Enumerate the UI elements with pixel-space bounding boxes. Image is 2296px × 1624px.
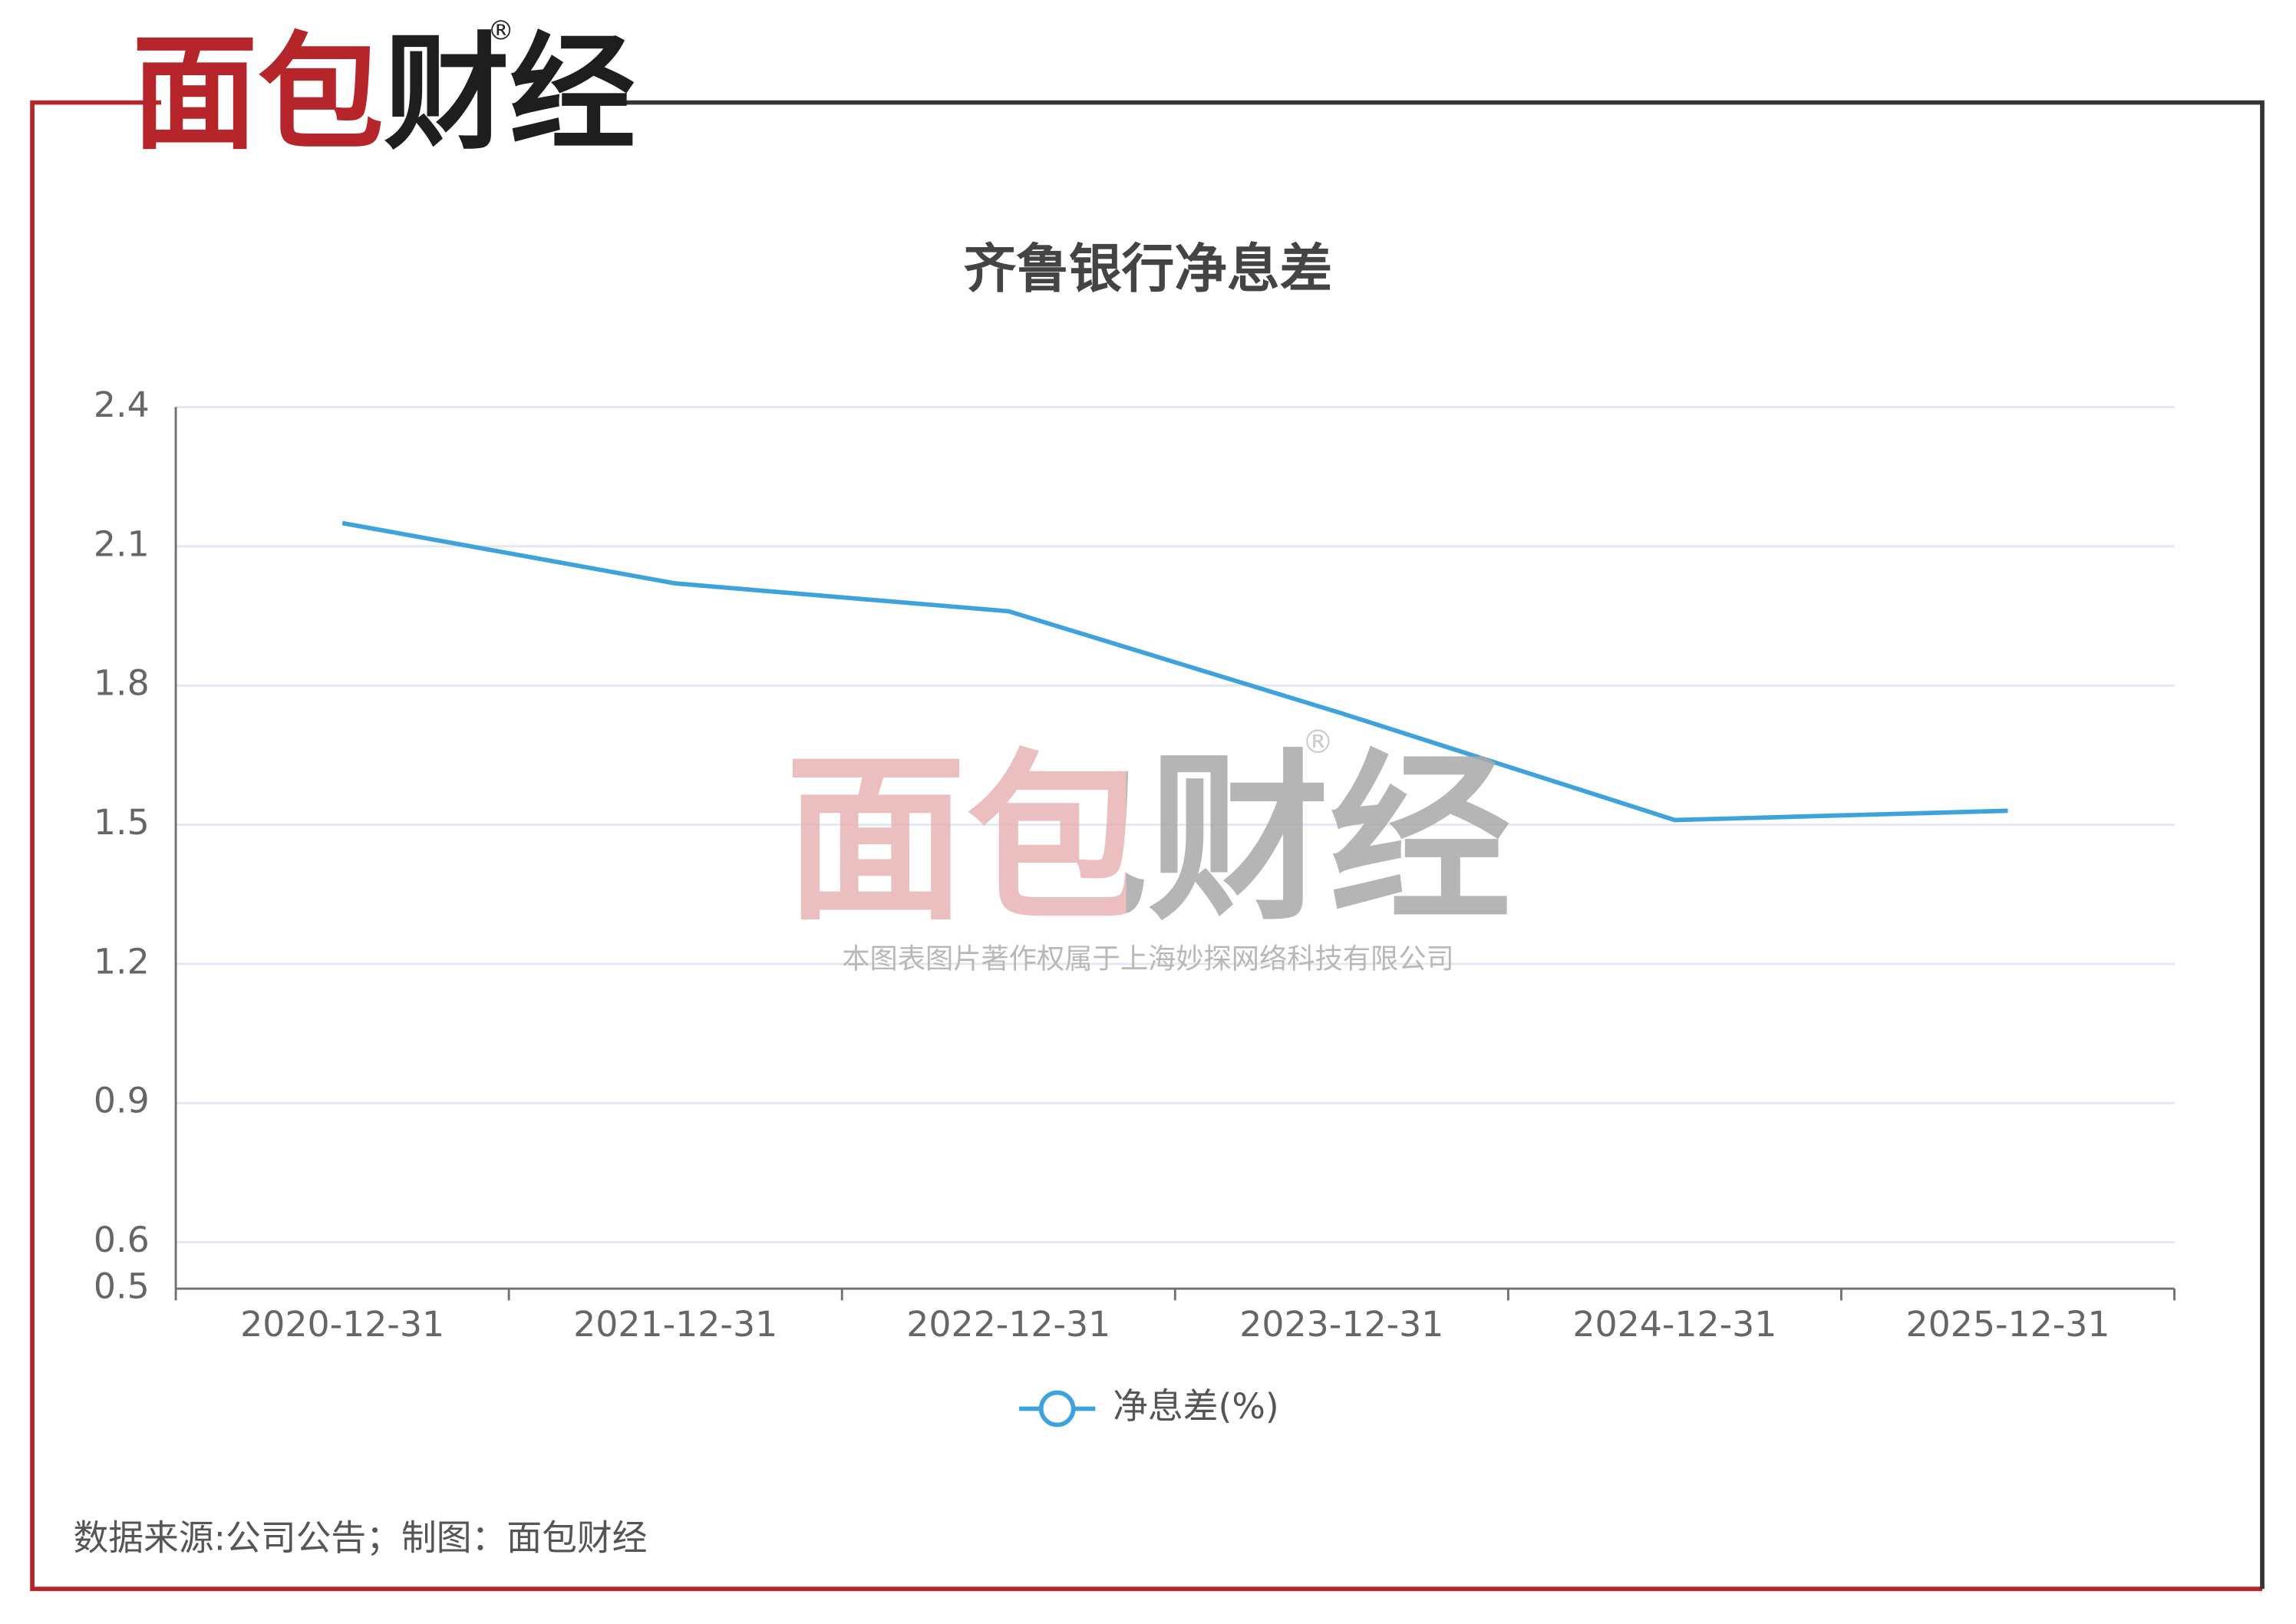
plot: 0.5 0.6 0.9 1.2 1.5 1.8 2.1 2.4 2020-12-31 2021-1…: [94, 384, 2176, 1428]
y-tick-label: 2.4: [94, 384, 150, 425]
series-line: [341, 520, 2008, 823]
y-tick-label: 1.8: [94, 662, 150, 704]
x-tick-label: 2021-12-31: [573, 1303, 777, 1345]
footer-source: 数据来源:公司公告；制图：面包财经: [74, 1517, 648, 1559]
watermark-registered: ®: [1301, 723, 1334, 761]
x-tick-label: 2024-12-31: [1572, 1303, 1776, 1345]
y-tick-label: 0.9: [94, 1080, 150, 1121]
registered-mark: ®: [487, 15, 513, 46]
x-tick-label: 2022-12-31: [906, 1303, 1110, 1345]
logo: 面包财经: [132, 20, 635, 167]
y-tick-label: 0.6: [94, 1219, 150, 1260]
legend-label: 净息差(%): [1113, 1385, 1279, 1427]
frame: [30, 100, 2265, 1592]
chart-title: 齐鲁银行净息差: [964, 239, 1333, 300]
x-tick-label: 2025-12-31: [1905, 1303, 2110, 1345]
x-tick-label: 2020-12-31: [240, 1303, 444, 1345]
watermark-logo: 面包财经: [785, 733, 1511, 945]
legend-marker: [1038, 1390, 1076, 1428]
x-tick-label: 2023-12-31: [1239, 1303, 1443, 1345]
watermark-notice: 本图表图片著作权属于上海妙探网络科技有限公司: [842, 942, 1454, 975]
y-tick-label: 1.5: [94, 801, 150, 843]
y-tick-label: 1.2: [94, 940, 150, 982]
y-tick-label: 0.5: [94, 1266, 150, 1307]
y-tick-label: 2.1: [94, 523, 150, 564]
